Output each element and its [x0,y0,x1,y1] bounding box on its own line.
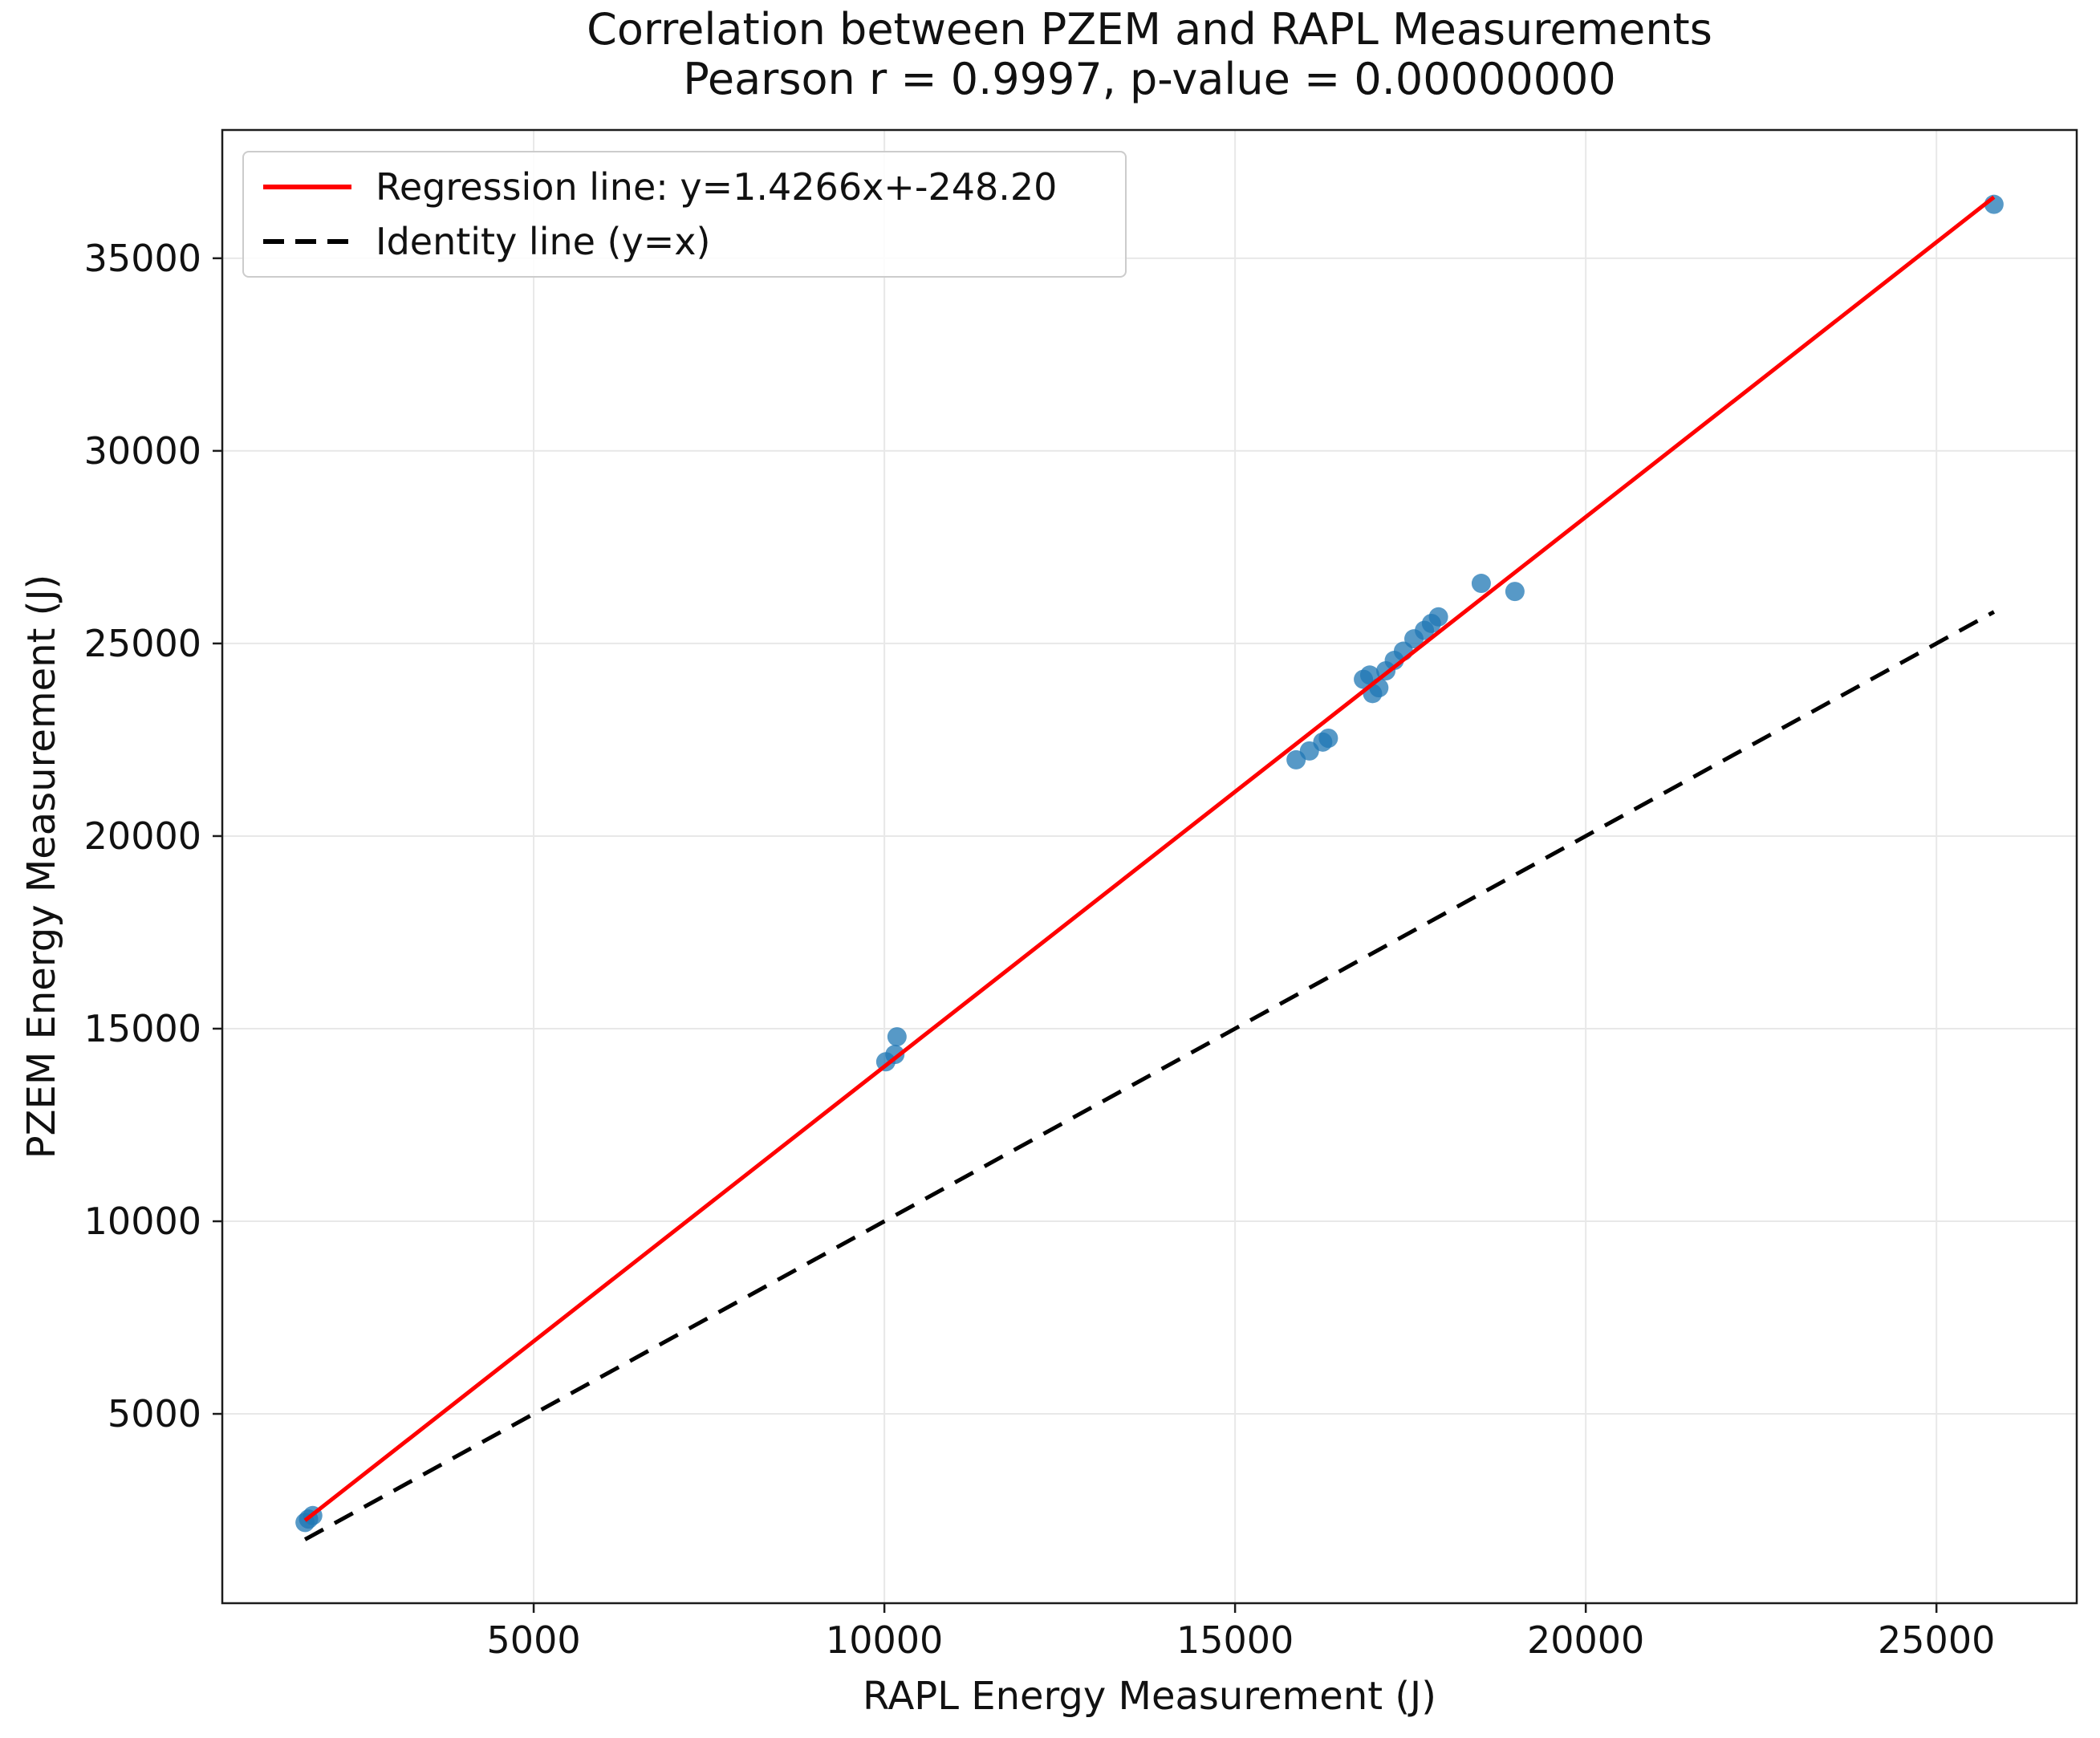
y-tick-label: 30000 [84,429,201,473]
legend-item-regression: Regression line: y=1.4266x+-248.20 [263,165,1106,209]
y-tick-label: 20000 [84,814,201,858]
x-tick-label: 15000 [1176,1618,1294,1662]
legend: Regression line: y=1.4266x+-248.20 Ident… [242,151,1127,278]
plot-border [221,128,2078,1605]
identity-line-sample [263,239,351,244]
y-axis-label: PZEM Energy Measurement (J) [19,574,64,1159]
legend-item-identity: Identity line (y=x) [263,220,1106,263]
chart-title-block: Correlation between PZEM and RAPL Measur… [222,5,2077,104]
y-tick-label: 5000 [108,1392,201,1435]
scatter-point [885,1045,905,1065]
x-axis-label: RAPL Energy Measurement (J) [863,1674,1436,1719]
y-tick-label: 15000 [84,1007,201,1050]
scatter-point [1428,607,1448,627]
legend-label-identity: Identity line (y=x) [376,220,711,263]
x-tick-label: 20000 [1527,1618,1644,1662]
regression-line-sample [263,185,351,189]
identity-line [303,610,1996,1541]
x-tick-label: 25000 [1878,1618,1995,1662]
regression-line [303,195,1996,1522]
y-tick-label: 35000 [84,237,201,280]
scatter-point [1318,729,1338,749]
scatter-point [887,1027,907,1047]
chart-subtitle: Pearson r = 0.9997, p-value = 0.00000000 [683,54,1616,104]
x-tick-label: 10000 [826,1618,943,1662]
y-tick-label: 25000 [84,622,201,665]
legend-label-regression: Regression line: y=1.4266x+-248.20 [376,165,1058,209]
chart-title: Correlation between PZEM and RAPL Measur… [587,4,1712,55]
x-tick-label: 5000 [487,1618,581,1662]
y-tick-label: 10000 [84,1200,201,1243]
scatter-point [1505,582,1525,602]
scatter-point [1471,574,1491,594]
